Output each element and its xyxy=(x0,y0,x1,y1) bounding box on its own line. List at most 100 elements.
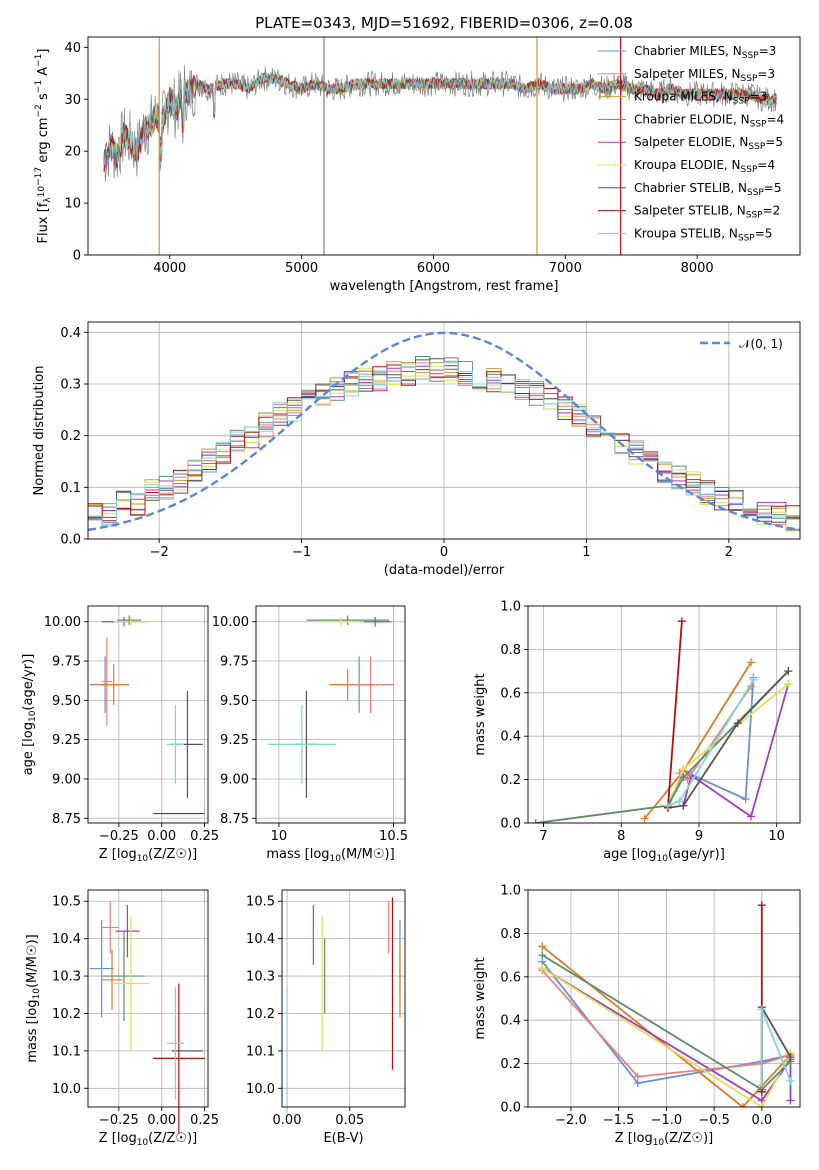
weight-point-marker xyxy=(757,1005,766,1014)
normal-curve xyxy=(88,331,800,532)
x-tick-label: −2 xyxy=(150,545,169,560)
weight-series-line xyxy=(667,670,789,809)
weight-point-marker xyxy=(757,901,766,910)
panel-6: 0.00 0.05 10.0 10.1 10.2 10.3 10.4 10.5 E(B-V) xyxy=(246,889,406,1146)
y-tick-label: 1.0 xyxy=(500,884,521,899)
x-tick-label: −0.25 xyxy=(99,1113,139,1128)
y-tick-label: 10.1 xyxy=(246,1044,275,1059)
legend-label: Salpeter STELIB, NSSP=2 xyxy=(634,204,780,221)
residual-histogram xyxy=(88,362,800,525)
axes-frame xyxy=(527,889,801,1108)
y-axis-label: age [log10(age/yr)] xyxy=(21,654,38,776)
panel-0: 4000 5000 6000 7000 8000 0 10 20 30 40 Chabrier MI… xyxy=(34,14,801,294)
weight-point-marker xyxy=(640,814,649,823)
axes-frame xyxy=(87,36,801,256)
y-tick-label: 0.4 xyxy=(500,730,521,745)
errorbar-point xyxy=(103,931,145,1021)
model-spectrum-line xyxy=(103,71,777,166)
y-tick-label: 0.6 xyxy=(500,686,521,701)
weight-point-marker xyxy=(633,1072,642,1081)
weight-series-line xyxy=(541,969,791,1078)
y-tick-label: 10.0 xyxy=(246,1082,275,1097)
histograms xyxy=(88,331,800,532)
weight-series-line xyxy=(760,1009,792,1086)
y-tick-label: 0.8 xyxy=(500,927,521,942)
y-tick-label: 9.00 xyxy=(220,772,249,787)
y-tick-label: 9.75 xyxy=(52,655,81,670)
x-axis-label: mass [log10(M/M☉)] xyxy=(266,847,394,864)
legend-label: Chabrier ELODIE, NSSP=4 xyxy=(634,112,784,129)
errorbar-point xyxy=(166,705,184,784)
y-tick-label: 10.3 xyxy=(52,970,81,985)
legend-label: Kroupa ELODIE, NSSP=4 xyxy=(634,158,775,175)
x-tick-label: −0.25 xyxy=(99,829,139,844)
x-axis-label: Z [log10(Z/Z☉)] xyxy=(99,1131,197,1148)
weight-point-marker xyxy=(538,942,547,951)
legend-label: Salpeter ELODIE, NSSP=5 xyxy=(634,135,783,152)
x-tick-label: 10 xyxy=(271,829,288,844)
errorbar-point xyxy=(347,656,394,713)
residual-histogram xyxy=(88,364,800,522)
weight-point-marker xyxy=(679,801,688,810)
y-tick-label: 0.2 xyxy=(500,773,521,788)
y-tick-label: 10.1 xyxy=(52,1044,81,1059)
weight-series-line xyxy=(667,679,755,807)
axes-frame xyxy=(87,605,209,824)
legend-label: Chabrier STELIB, NSSP=5 xyxy=(634,181,782,198)
x-tick-label: 10 xyxy=(768,829,785,844)
y-tick-label: 8.75 xyxy=(220,812,249,827)
x-tick-label: 5000 xyxy=(285,261,318,276)
x-tick-label: 6000 xyxy=(417,261,450,276)
weight-point-marker xyxy=(663,801,672,810)
y-tick-label: 20 xyxy=(64,145,81,160)
y-tick-label: 0.6 xyxy=(500,970,521,985)
axes-frame xyxy=(87,321,801,540)
y-axis-label: mass weight xyxy=(473,673,488,755)
y-axis-label: Normed distribution xyxy=(32,366,47,496)
x-tick-label: 8000 xyxy=(681,261,714,276)
x-tick-label: −1 xyxy=(292,545,311,560)
y-tick-label: 10.00 xyxy=(212,615,249,630)
y-tick-label: 9.75 xyxy=(220,655,249,670)
weight-point-marker xyxy=(749,675,758,684)
weight-point-marker xyxy=(531,819,540,823)
errorbar-point xyxy=(359,617,392,627)
axes-frame xyxy=(281,889,406,1108)
x-tick-label: 0.25 xyxy=(190,829,219,844)
y-tick-label: 0.2 xyxy=(500,1057,521,1072)
x-axis-label: Z [log10(Z/Z☉)] xyxy=(615,1131,713,1148)
x-axis-label: Z [log10(Z/Z☉)] xyxy=(99,847,197,864)
y-tick-label: 10.5 xyxy=(52,895,81,910)
y-tick-label: 9.25 xyxy=(52,733,81,748)
y-tick-label: 9.00 xyxy=(52,772,81,787)
x-tick-label: 4000 xyxy=(153,261,186,276)
weight-lines xyxy=(538,901,795,1107)
y-tick-label: 10.00 xyxy=(44,615,81,630)
weight-point-marker xyxy=(786,1053,795,1062)
y-tick-label: 0.8 xyxy=(500,643,521,658)
x-axis-label: age [log10(age/yr)] xyxy=(603,847,725,864)
x-tick-label: 0.25 xyxy=(190,1113,219,1128)
x-tick-label: 7 xyxy=(539,829,547,844)
errorbar-point xyxy=(317,617,364,627)
y-tick-label: 0 xyxy=(73,249,81,264)
y-tick-label: 1.0 xyxy=(500,600,521,615)
weight-point-marker xyxy=(733,719,742,728)
x-tick-label: 2 xyxy=(725,545,733,560)
weight-point-marker xyxy=(538,964,547,973)
y-tick-label: 10.4 xyxy=(246,932,275,947)
y-tick-label: 0.4 xyxy=(60,326,81,341)
weight-point-marker xyxy=(679,773,688,782)
axes-frame xyxy=(527,605,801,824)
errorbar-point xyxy=(113,617,148,627)
errorbar-point xyxy=(117,615,142,625)
panel-2: −0.25 0.00 0.25 8.75 9.00 9.25 9.50 9.75 10.00 Z … xyxy=(21,605,219,864)
panel-5: −0.25 0.00 0.25 10.0 10.1 10.2 10.3 10.4 10.5 Z [… xyxy=(25,889,219,1148)
errorbar-point xyxy=(115,904,140,958)
weight-point-marker xyxy=(784,680,793,689)
legend-label: Kroupa MILES, NSSP=3 xyxy=(634,90,767,107)
weight-point-marker xyxy=(741,795,750,804)
y-tick-label: 0.0 xyxy=(500,817,521,832)
panel-3: 10 10.5 8.75 9.00 9.25 9.50 9.75 10.00 mass [log… xyxy=(212,605,408,864)
